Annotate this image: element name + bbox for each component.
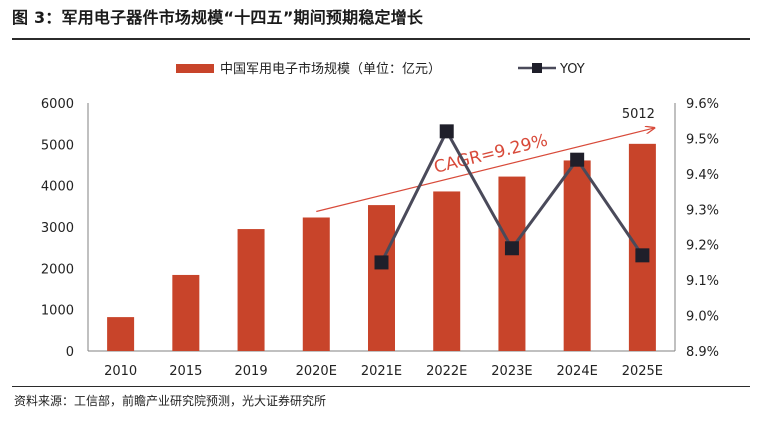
y-right-tick-label: 9.4% — [686, 168, 719, 183]
x-tick-label: 2024E — [557, 364, 598, 379]
y-right-tick-label: 9.3% — [686, 203, 719, 218]
x-tick-label: 2025E — [622, 364, 663, 379]
y-left-tick-label: 1000 — [41, 304, 74, 319]
figure-title: 图 3：军用电子器件市场规模“十四五”期间预期稳定增长 — [12, 8, 424, 27]
bar — [498, 176, 526, 351]
yoy-point — [439, 124, 454, 139]
y-right-tick-label: 9.1% — [686, 274, 719, 289]
y-left-tick-labels: 0 1000 2000 3000 4000 5000 6000 — [41, 97, 74, 360]
y-right-tick-label: 9.2% — [686, 239, 719, 254]
y-left-tick-label: 6000 — [41, 97, 74, 112]
x-tick-label: 2010 — [104, 364, 137, 379]
bar — [172, 274, 200, 351]
x-tick-label: 2022E — [426, 364, 467, 379]
bar — [628, 143, 656, 351]
y-right-tick-labels: 8.9% 9.0% 9.1% 9.2% 9.3% 9.4% 9.5% 9.6% — [686, 97, 719, 360]
bar — [368, 205, 395, 351]
y-right-tick-label: 9.0% — [686, 310, 719, 325]
y-left-tick-label: 3000 — [41, 221, 74, 236]
legend: 中国军用电子市场规模（单位：亿元） YOY — [176, 61, 585, 77]
bar — [563, 160, 591, 351]
chart: 中国军用电子市场规模（单位：亿元） YOY 0 1000 2000 3000 4000 5… — [41, 61, 719, 379]
bar — [237, 229, 265, 351]
yoy-point — [374, 255, 389, 270]
x-tick-label: 2023E — [491, 364, 532, 379]
source-rule — [12, 386, 750, 387]
source-note: 资料来源：工信部，前瞻产业研究院预测，光大证券研究所 — [14, 394, 327, 408]
bar — [433, 191, 461, 351]
y-right-tick-label: 9.6% — [686, 97, 719, 112]
bar — [107, 317, 135, 351]
x-tick-label: 2019 — [235, 364, 268, 379]
data-labels: 5012 — [622, 107, 655, 122]
cagr-arrow — [316, 128, 654, 213]
legend-line-marker — [532, 63, 542, 73]
bar-series — [107, 143, 656, 351]
x-tick-label: 2021E — [361, 364, 402, 379]
y-right-tick-label: 8.9% — [686, 345, 719, 360]
legend-line-label: YOY — [559, 62, 585, 77]
y-left-tick-label: 0 — [66, 345, 74, 360]
x-tick-labels: 2010 2015 2019 2020E 2021E 2022E 2023E 2024E 202… — [104, 364, 663, 379]
y-left-tick-label: 4000 — [41, 180, 74, 195]
y-left-tick-label: 2000 — [41, 262, 74, 277]
bar-data-label: 5012 — [622, 107, 655, 122]
yoy-point — [570, 152, 585, 167]
legend-bar-swatch — [176, 64, 214, 73]
x-tick-label: 2015 — [169, 364, 202, 379]
y-right-tick-label: 9.5% — [686, 132, 719, 147]
yoy-line-series — [374, 124, 650, 270]
yoy-point — [504, 241, 519, 256]
y-left-tick-label: 5000 — [41, 138, 74, 153]
title-rule — [12, 38, 750, 40]
x-tick-label: 2020E — [296, 364, 337, 379]
yoy-point — [635, 248, 650, 263]
bar — [302, 217, 330, 351]
legend-bar-label: 中国军用电子市场规模（单位：亿元） — [220, 61, 441, 77]
